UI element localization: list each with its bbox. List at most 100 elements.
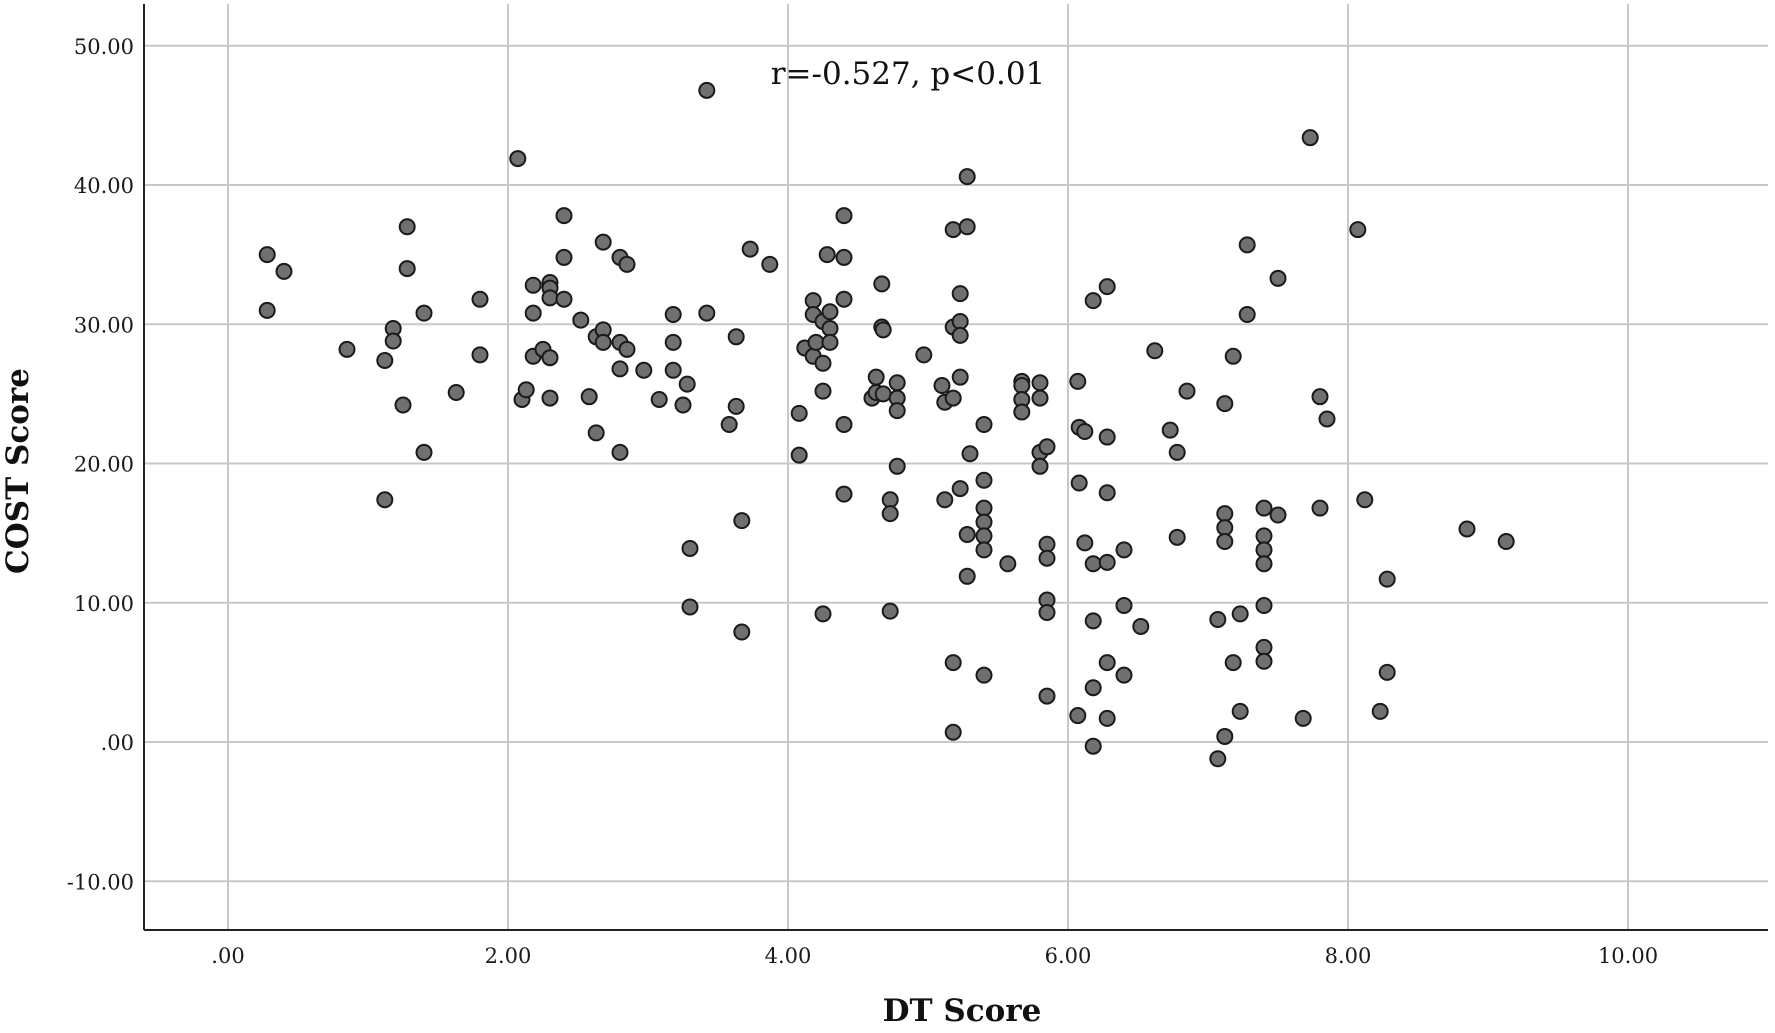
- data-point: [376, 491, 394, 509]
- data-point: [1161, 421, 1179, 439]
- y-axis-label: COST Score: [0, 368, 36, 574]
- data-point: [1255, 597, 1273, 615]
- x-tick-label: 6.00: [1045, 944, 1092, 968]
- data-point: [394, 396, 412, 414]
- data-point: [678, 375, 696, 393]
- data-point: [1098, 709, 1116, 727]
- data-point: [1069, 372, 1087, 390]
- data-point: [580, 388, 598, 406]
- data-point: [944, 221, 962, 239]
- data-point: [376, 351, 394, 369]
- data-point: [951, 285, 969, 303]
- data-point: [1349, 221, 1367, 239]
- data-point: [727, 397, 745, 415]
- data-point: [720, 416, 738, 434]
- data-point: [874, 321, 892, 339]
- data-point: [664, 306, 682, 324]
- data-point: [1231, 702, 1249, 720]
- data-point: [881, 602, 899, 620]
- data-point: [1294, 709, 1312, 727]
- x-tick-label: 10.00: [1598, 944, 1658, 968]
- data-point: [509, 150, 527, 168]
- data-point: [1038, 604, 1056, 622]
- data-point: [958, 168, 976, 186]
- data-point: [727, 328, 745, 346]
- data-point: [1255, 652, 1273, 670]
- data-point: [338, 340, 356, 358]
- data-point: [611, 360, 629, 378]
- data-point: [975, 416, 993, 434]
- data-point: [1084, 737, 1102, 755]
- data-point: [1038, 438, 1056, 456]
- data-point: [867, 368, 885, 386]
- data-point: [944, 723, 962, 741]
- data-point: [1115, 597, 1133, 615]
- data-point: [807, 333, 825, 351]
- data-point: [650, 390, 668, 408]
- data-point: [1168, 443, 1186, 461]
- data-point: [1255, 541, 1273, 559]
- data-point: [790, 446, 808, 464]
- data-point: [524, 276, 542, 294]
- data-point: [1216, 532, 1234, 550]
- data-point: [541, 389, 559, 407]
- data-point: [975, 513, 993, 531]
- data-point: [1115, 541, 1133, 559]
- data-point: [618, 255, 636, 273]
- data-point: [1238, 306, 1256, 324]
- data-point: [1216, 505, 1234, 523]
- data-point: [975, 666, 993, 684]
- data-point: [915, 346, 933, 364]
- data-point: [741, 240, 759, 258]
- data-point: [471, 346, 489, 364]
- data-point: [975, 527, 993, 545]
- data-point: [275, 262, 293, 280]
- data-point: [1098, 654, 1116, 672]
- data-point: [1146, 342, 1164, 360]
- correlation-annotation: r=-0.527, p<0.01: [771, 56, 1046, 92]
- y-tick-label: 40.00: [74, 174, 134, 198]
- y-tick-label: 10.00: [74, 592, 134, 616]
- data-point: [835, 248, 853, 266]
- x-tick-label: 2.00: [485, 944, 532, 968]
- data-point: [1458, 520, 1476, 538]
- data-point: [835, 290, 853, 308]
- data-point: [1084, 292, 1102, 310]
- data-point: [1311, 499, 1329, 517]
- data-point: [1269, 269, 1287, 287]
- data-point: [761, 255, 779, 273]
- data-point: [1178, 382, 1196, 400]
- data-point: [888, 402, 906, 420]
- data-point: [1070, 474, 1088, 492]
- data-point: [951, 368, 969, 386]
- data-point: [1038, 549, 1056, 567]
- data-point: [1255, 499, 1273, 517]
- data-point: [818, 246, 836, 264]
- data-point: [698, 304, 716, 322]
- data-point: [1231, 605, 1249, 623]
- data-point: [999, 555, 1017, 573]
- data-point: [681, 539, 699, 557]
- grid-lines: [144, 4, 1768, 930]
- data-point: [1069, 707, 1087, 725]
- data-point: [1318, 410, 1336, 428]
- data-point: [618, 340, 636, 358]
- data-point: [951, 312, 969, 330]
- y-tick-label: 50.00: [74, 35, 134, 59]
- data-point: [790, 404, 808, 422]
- data-point: [1031, 389, 1049, 407]
- data-point: [1255, 638, 1273, 656]
- data-point: [881, 491, 899, 509]
- data-point: [664, 361, 682, 379]
- data-point: [1132, 617, 1150, 635]
- data-point: [1168, 528, 1186, 546]
- data-point: [874, 385, 892, 403]
- data-point: [635, 361, 653, 379]
- data-point: [961, 445, 979, 463]
- data-point: [1224, 654, 1242, 672]
- data-points: [258, 81, 1515, 768]
- data-point: [958, 567, 976, 585]
- data-point: [555, 290, 573, 308]
- data-point: [398, 218, 416, 236]
